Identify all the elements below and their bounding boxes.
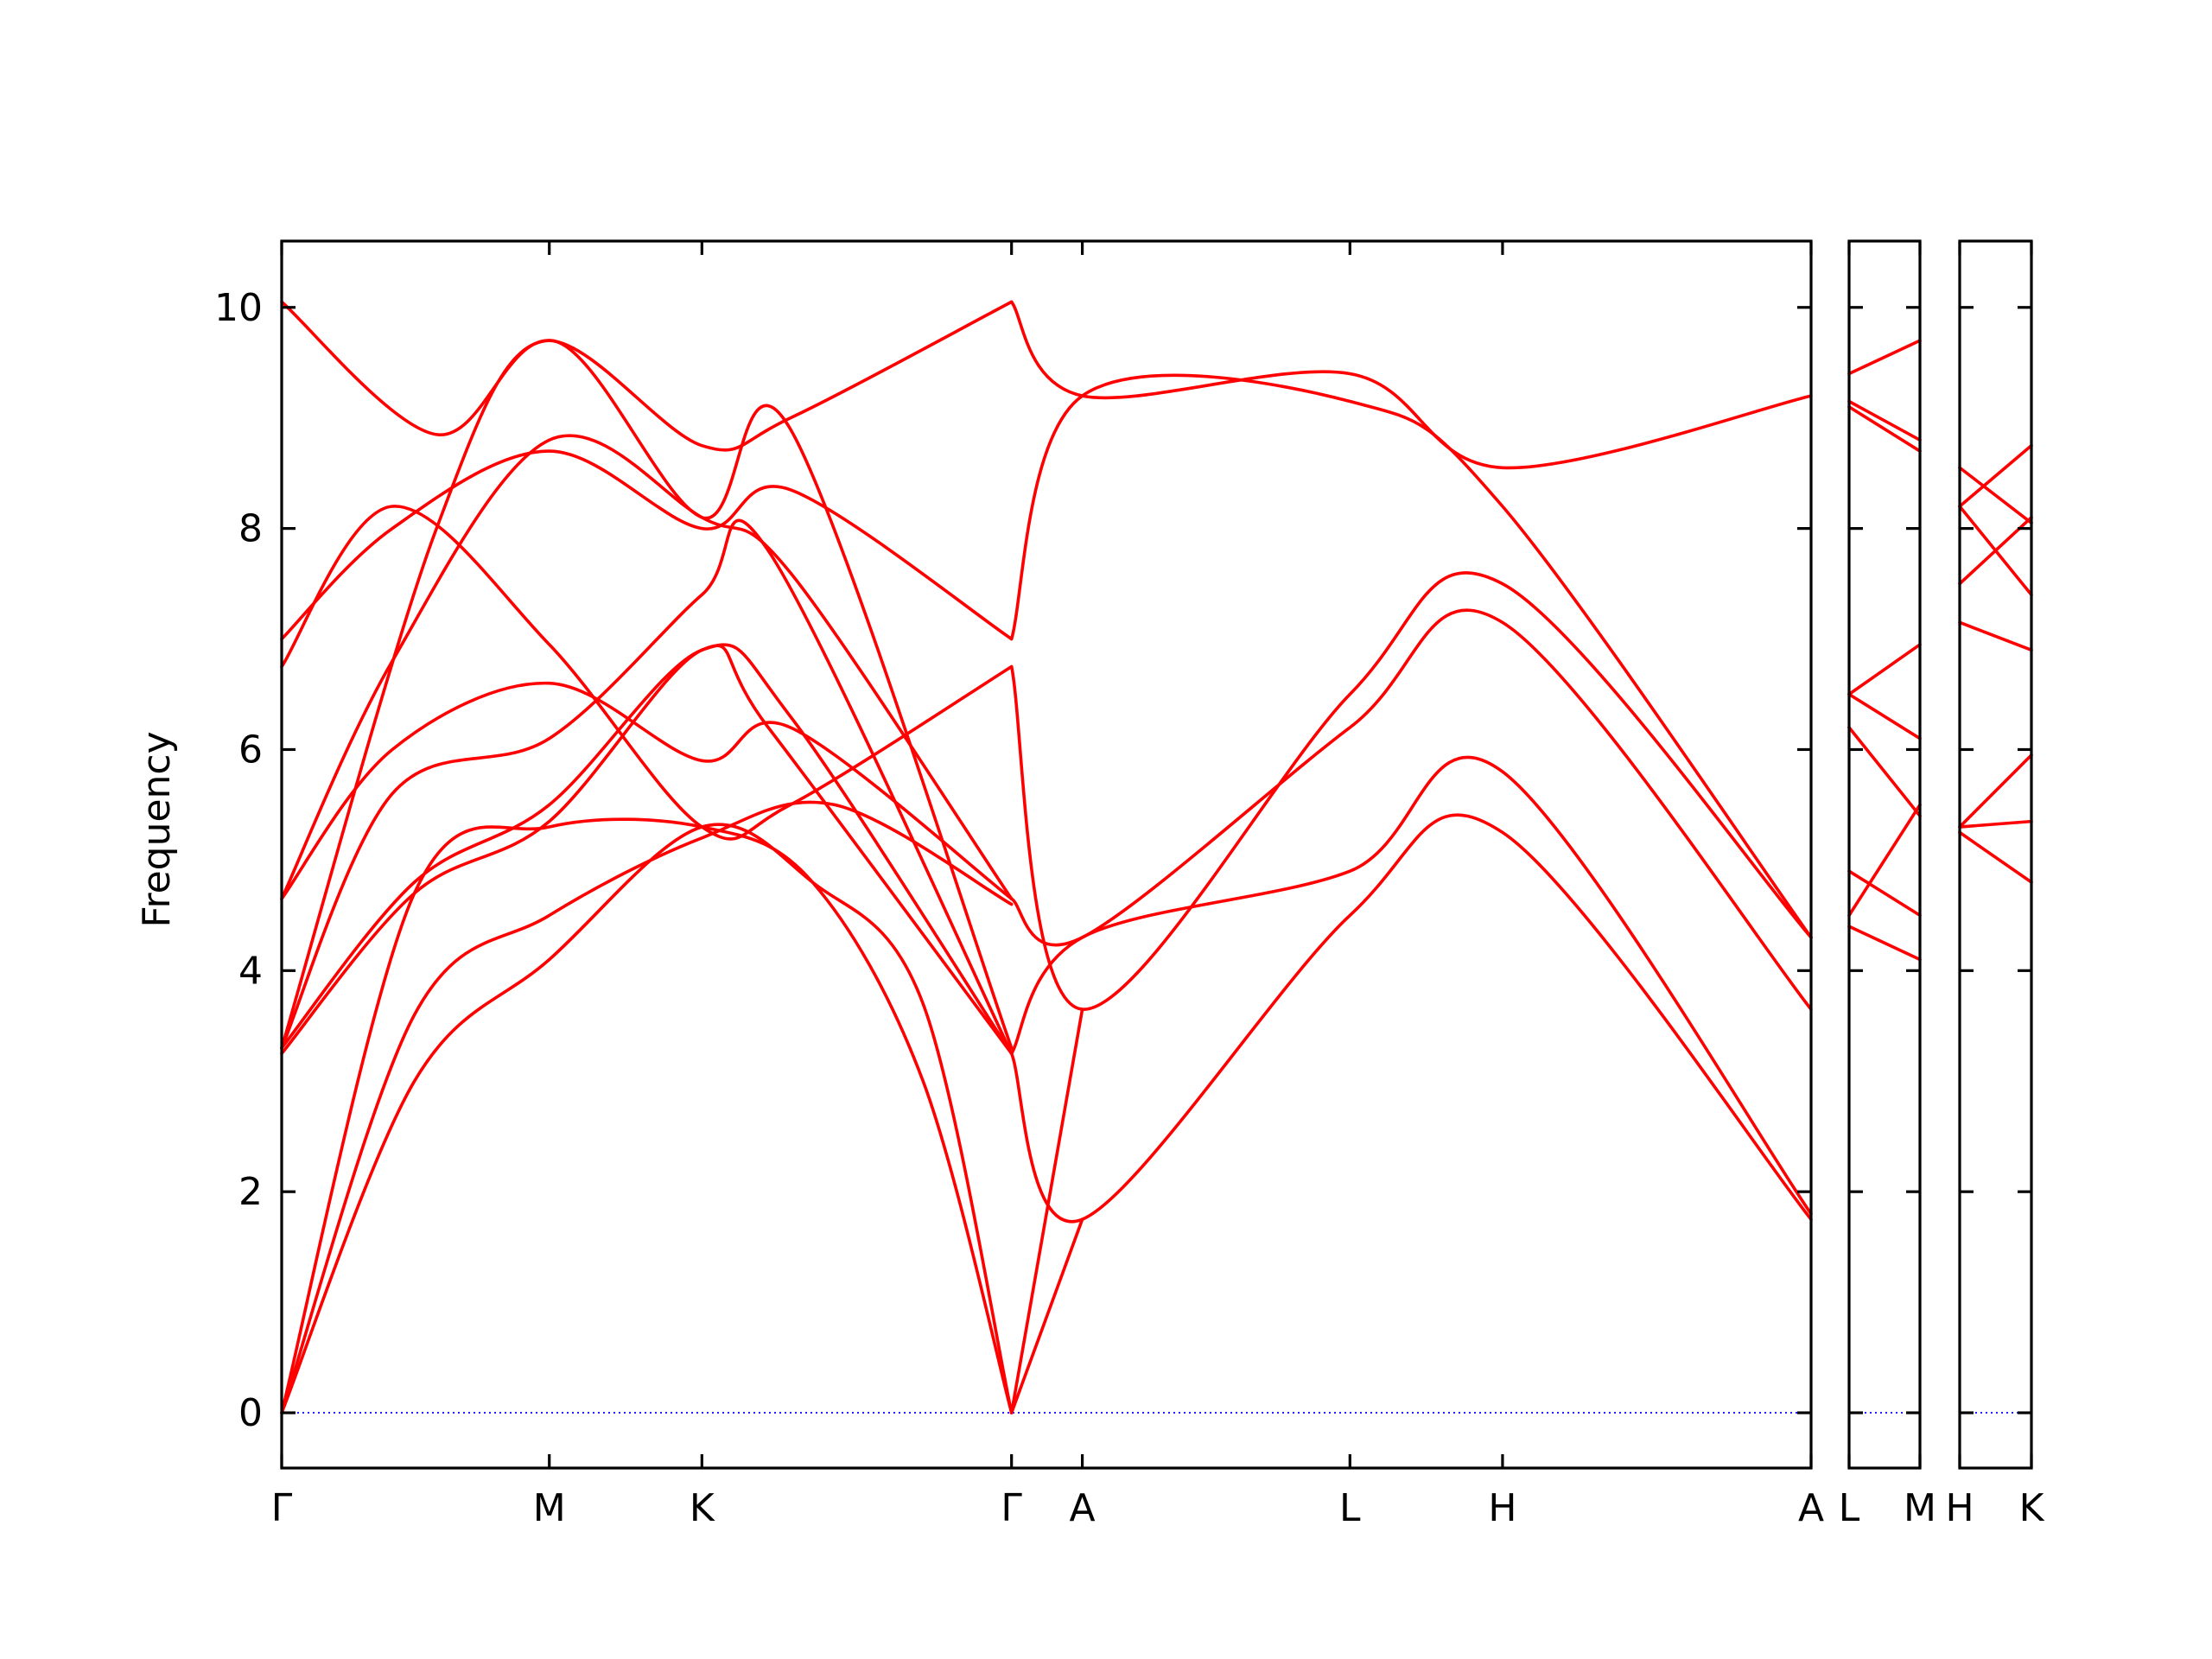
y-tick-label-8: 8 [238, 507, 263, 551]
band-line-p1-9 [280, 505, 1014, 841]
band-line-p1-8 [280, 434, 1014, 900]
band-line-p3-6 [1958, 753, 2033, 829]
band-line-p2-2 [1847, 399, 1922, 442]
band-line-p3-8 [1958, 830, 2033, 884]
y-tick-label-4: 4 [238, 949, 263, 993]
band-line-p3-7 [1958, 819, 2033, 829]
band-line-p1-7 [280, 681, 1014, 900]
band-line-p1-10 [280, 449, 1014, 641]
plot-frame-p2 [1847, 239, 1922, 1470]
band-line-p2-1 [1847, 339, 1922, 376]
x-tick-label-p1-4: Γ [1001, 1486, 1022, 1530]
x-tick-label-p1-8: A [1798, 1486, 1824, 1530]
x-tick-label-p1-7: H [1488, 1486, 1516, 1530]
band-line-p1-2 [280, 823, 1014, 1414]
x-tick-label-p2-1: L [1839, 1486, 1860, 1530]
band-line-p1-11 [280, 300, 1014, 452]
band-line-p1-15 [1009, 571, 1813, 1011]
band-line-p2-6 [1847, 726, 1922, 818]
band-line-p1-14 [1009, 373, 1813, 939]
band-line-p2-8 [1847, 803, 1922, 918]
y-tick-label-10: 10 [214, 286, 263, 330]
band-line-p1-12 [280, 339, 1014, 1050]
band-line-p1-19 [1009, 1217, 1084, 1414]
x-tick-label-p1-3: K [690, 1486, 715, 1530]
y-axis-label: Frequency [135, 731, 179, 927]
ticks-layer [280, 241, 2033, 1468]
plot-frame-p1 [280, 239, 1813, 1470]
band-line-p2-5 [1847, 692, 1922, 741]
band-line-p1-17 [1009, 755, 1813, 1216]
band-line-p1-6 [280, 518, 1014, 1056]
x-tick-label-p2-2: M [1904, 1486, 1936, 1530]
y-tick-label-6: 6 [238, 728, 263, 772]
plot-frame-p3 [1958, 239, 2033, 1470]
y-tick-label-2: 2 [238, 1170, 263, 1214]
band-line-p2-4 [1847, 643, 1922, 696]
band-line-p3-5 [1958, 620, 2033, 652]
band-line-p2-9 [1847, 925, 1922, 962]
band-line-p1-3 [280, 817, 1014, 1414]
bands-layer [280, 300, 2033, 1414]
band-line-p1-5 [280, 643, 1014, 1056]
band-line-p1-20 [1009, 1007, 1084, 1414]
band-line-p1-18 [1009, 813, 1813, 1224]
x-tick-label-p1-2: M [533, 1486, 566, 1530]
band-line-p1-1 [280, 800, 1014, 1414]
band-line-p2-7 [1847, 869, 1922, 918]
band-line-p3-2 [1958, 443, 2033, 508]
band-line-p1-4 [280, 644, 1014, 1056]
x-tick-label-p3-2: K [2019, 1486, 2045, 1530]
x-tick-label-p1-1: Γ [271, 1486, 293, 1530]
x-tick-label-p1-5: A [1070, 1486, 1096, 1530]
y-tick-label-0: 0 [238, 1391, 263, 1435]
x-tick-label-p3-1: H [1945, 1486, 1974, 1530]
band-line-p3-1 [1958, 466, 2033, 525]
x-tick-label-p1-6: L [1339, 1486, 1361, 1530]
band-line-p1-13 [1009, 300, 1813, 470]
band-line-p2-3 [1847, 405, 1922, 453]
frames-layer [280, 239, 2033, 1470]
